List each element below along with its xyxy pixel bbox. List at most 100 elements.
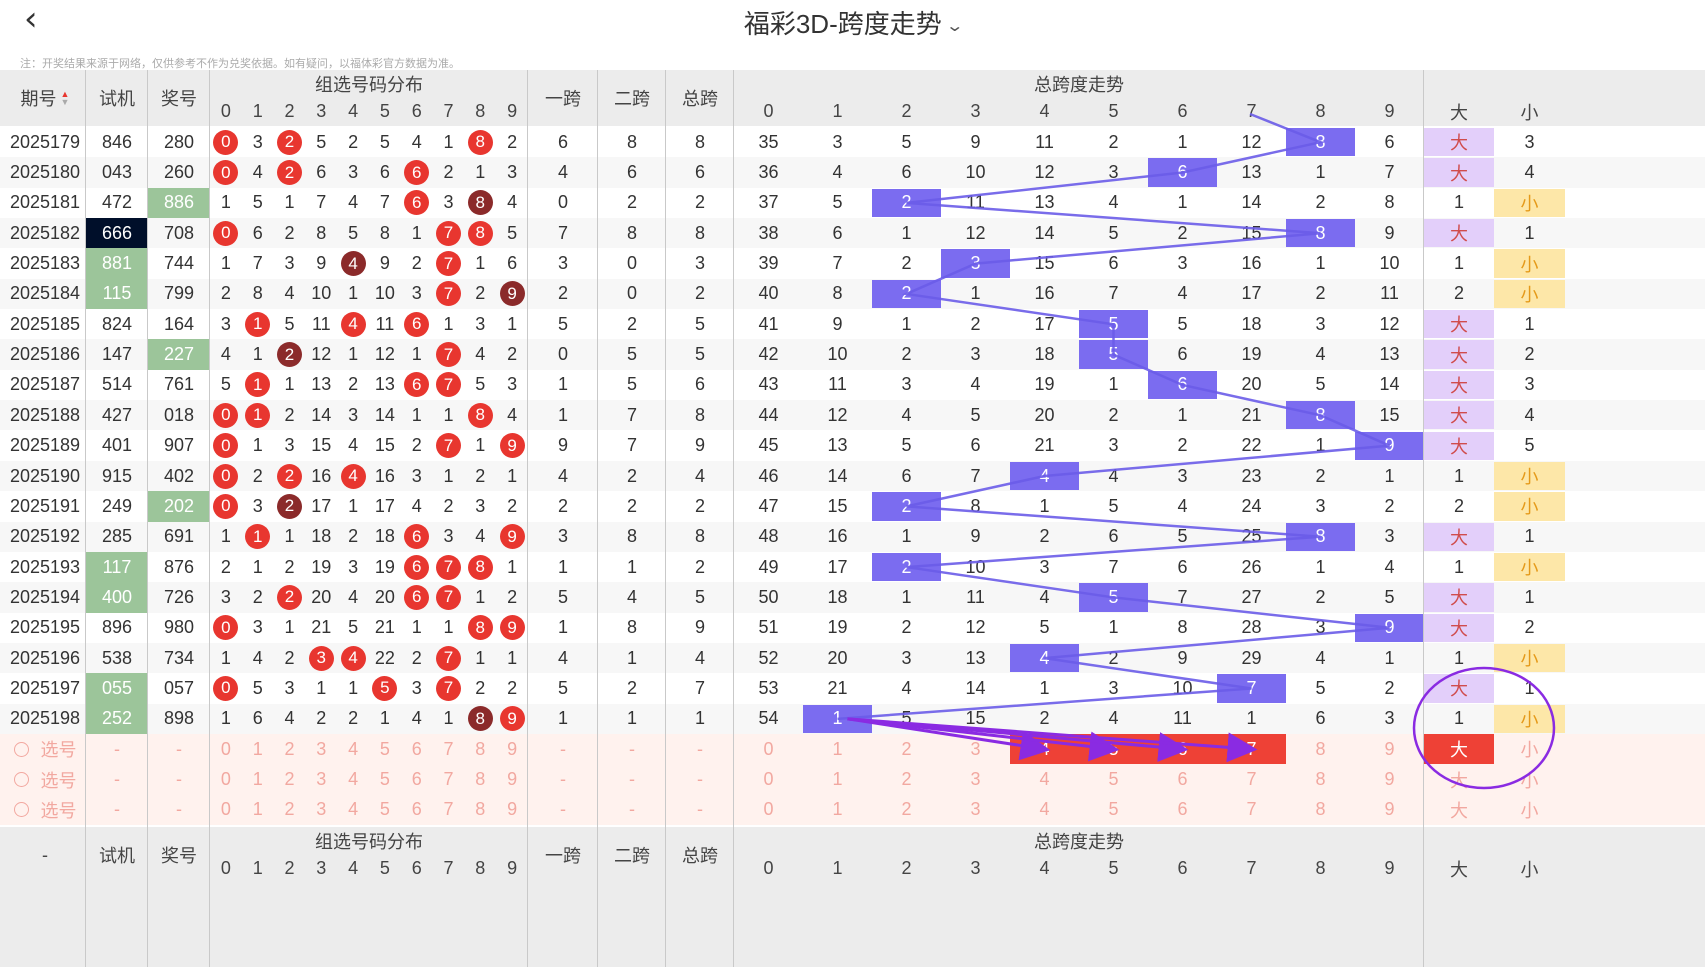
select-big[interactable]: 大 [1424, 734, 1494, 765]
select-digit[interactable]: 5 [379, 799, 390, 820]
select-digit[interactable]: 1 [252, 738, 263, 759]
chevron-down-icon[interactable]: ⌄ [945, 18, 964, 36]
dist-cell: 8 [464, 127, 496, 157]
span1-cell: 5 [557, 677, 568, 698]
select-trend-digit[interactable]: 3 [970, 769, 981, 790]
select-trend-digit[interactable]: 5 [1108, 799, 1119, 820]
select-trend-digit[interactable]: 5 [1108, 769, 1119, 790]
select-digit[interactable]: 2 [284, 738, 295, 759]
trend-cell: 5 [1177, 526, 1188, 547]
select-trend-digit[interactable]: 0 [763, 799, 774, 820]
select-trend-digit[interactable]: 9 [1384, 738, 1395, 759]
select-digit[interactable]: 2 [284, 769, 295, 790]
select-digit[interactable]: 6 [411, 799, 422, 820]
select-big[interactable]: 大 [1450, 800, 1468, 821]
select-trend-digit[interactable]: 0 [763, 738, 774, 759]
select-digit[interactable]: 3 [316, 799, 327, 820]
select-digit[interactable]: 6 [411, 738, 422, 759]
hit-ball: 9 [499, 281, 525, 307]
radio-icon[interactable] [13, 741, 29, 757]
select-digit[interactable]: 6 [411, 769, 422, 790]
select-digit[interactable]: 1 [252, 769, 263, 790]
select-digit[interactable]: 5 [379, 738, 390, 759]
select-digit[interactable]: 2 [284, 799, 295, 820]
select-trend-digit[interactable]: 8 [1315, 799, 1326, 820]
page-title[interactable]: 福彩3D-跨度走势 ⌄ [0, 4, 1705, 41]
select-trend-digit[interactable]: 6 [1177, 799, 1188, 820]
select-digit[interactable]: 9 [507, 799, 518, 820]
select-trend-digit[interactable]: 6 [1177, 769, 1188, 790]
select-trend-selected[interactable]: 5 [1079, 734, 1148, 765]
select-digit[interactable]: 7 [443, 738, 454, 759]
select-digit[interactable]: 7 [443, 799, 454, 820]
select-digit[interactable]: 0 [220, 769, 231, 790]
dist-cell: 2 [274, 127, 306, 157]
period-cell: 2025186 [9, 344, 81, 365]
dist-cell: 2 [274, 157, 306, 187]
select-row-label[interactable]: 选号 [4, 734, 86, 764]
select-digit[interactable]: 5 [379, 769, 390, 790]
select-digit[interactable]: 0 [220, 738, 231, 759]
period-header[interactable]: 期号 ▲ ▼ [4, 70, 86, 126]
select-trend-selected[interactable]: 7 [1217, 734, 1286, 765]
select-row-label[interactable]: 选号 [4, 795, 86, 825]
radio-icon[interactable] [13, 802, 29, 818]
total-cell: 8 [694, 526, 705, 547]
trend-cell: 7 [1108, 283, 1119, 304]
sort-icon[interactable]: ▲ ▼ [60, 89, 70, 107]
select-trend-digit[interactable]: 7 [1246, 769, 1257, 790]
radio-icon[interactable] [13, 772, 29, 788]
select-digit[interactable]: 9 [507, 738, 518, 759]
select-digit[interactable]: 8 [475, 769, 486, 790]
select-trend-digit[interactable]: 3 [970, 799, 981, 820]
select-trend-digit[interactable]: 4 [1039, 799, 1050, 820]
page-title-text[interactable]: 福彩3D-跨度走势 [743, 9, 942, 39]
select-trend-digit[interactable]: 8 [1315, 738, 1326, 759]
select-trend-selected[interactable]: 4 [1010, 734, 1079, 765]
footer-period-header[interactable]: - [4, 827, 86, 884]
select-digit[interactable]: 4 [348, 769, 359, 790]
select-span2-cell: - [629, 769, 635, 790]
trend-cell: 12 [1379, 313, 1400, 334]
select-small[interactable]: 小 [1520, 800, 1539, 821]
select-trend-digit[interactable]: 9 [1384, 769, 1395, 790]
trend-digit-header: 1 [803, 97, 872, 126]
trend-cell: 27 [1241, 586, 1262, 607]
select-digit[interactable]: 3 [316, 738, 327, 759]
prize-cell: 898 [163, 708, 195, 729]
select-trend-digit[interactable]: 3 [970, 738, 981, 759]
select-digit[interactable]: 1 [252, 799, 263, 820]
select-small[interactable]: 小 [1520, 740, 1539, 761]
hit-ball: 2 [276, 129, 302, 155]
select-trend-digit[interactable]: 1 [832, 799, 843, 820]
dist-cell: 0 [210, 157, 242, 187]
select-trend-digit[interactable]: 7 [1246, 799, 1257, 820]
select-trend-digit[interactable]: 4 [1039, 769, 1050, 790]
select-trend-selected[interactable]: 6 [1148, 734, 1217, 765]
dist-cell: 1 [411, 344, 422, 365]
hit-ball: 8 [467, 129, 493, 155]
select-digit[interactable]: 8 [475, 738, 486, 759]
select-trend-digit[interactable]: 2 [901, 738, 912, 759]
back-arrow-icon[interactable]: ‹ [24, 0, 38, 39]
select-trend-digit[interactable]: 9 [1384, 799, 1395, 820]
select-trend-digit[interactable]: 1 [832, 738, 843, 759]
select-digit[interactable]: 0 [220, 799, 231, 820]
big-cell: 大 [1424, 310, 1494, 339]
select-small[interactable]: 小 [1520, 770, 1539, 791]
select-digit[interactable]: 7 [443, 769, 454, 790]
select-row-label[interactable]: 选号 [4, 764, 86, 794]
select-trend-digit[interactable]: 1 [832, 769, 843, 790]
select-trend-digit[interactable]: 2 [901, 799, 912, 820]
span1-cell: 6 [557, 131, 568, 152]
select-trend-digit[interactable]: 0 [763, 769, 774, 790]
select-trend-digit[interactable]: 8 [1315, 769, 1326, 790]
trend-cell: 21 [827, 677, 848, 698]
select-trend-digit[interactable]: 2 [901, 769, 912, 790]
select-digit[interactable]: 4 [348, 799, 359, 820]
select-digit[interactable]: 9 [507, 769, 518, 790]
select-digit[interactable]: 3 [316, 769, 327, 790]
select-digit[interactable]: 4 [348, 738, 359, 759]
select-big[interactable]: 大 [1450, 770, 1468, 791]
select-digit[interactable]: 8 [475, 799, 486, 820]
